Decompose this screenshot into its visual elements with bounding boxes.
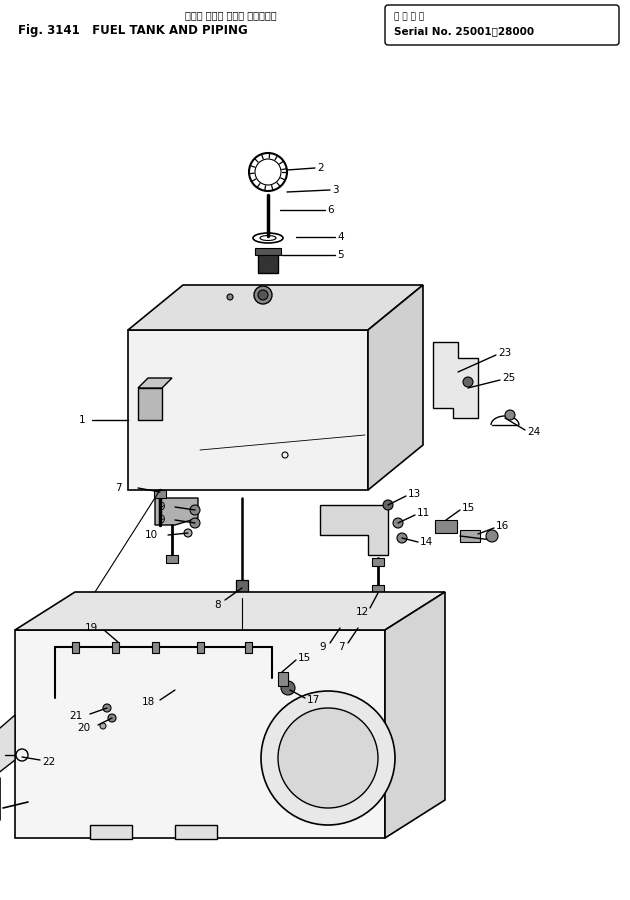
Text: 7: 7 <box>338 642 345 652</box>
Circle shape <box>278 708 378 808</box>
Text: 13: 13 <box>408 489 421 499</box>
Bar <box>90 825 132 839</box>
Circle shape <box>108 714 116 722</box>
Polygon shape <box>15 592 445 630</box>
Text: Fig. 3141   FUEL TANK AND PIPING: Fig. 3141 FUEL TANK AND PIPING <box>18 24 248 37</box>
Text: 24: 24 <box>527 427 541 437</box>
Text: 21: 21 <box>69 711 82 721</box>
Text: 16: 16 <box>496 521 509 531</box>
Circle shape <box>190 505 200 515</box>
Text: 18: 18 <box>142 697 155 707</box>
Text: 23: 23 <box>498 348 512 358</box>
Bar <box>175 825 217 839</box>
Text: Serial No. 25001～28000: Serial No. 25001～28000 <box>394 26 534 36</box>
Polygon shape <box>128 330 368 490</box>
Bar <box>166 555 178 563</box>
Text: 1: 1 <box>78 415 85 425</box>
Text: 14: 14 <box>420 537 433 547</box>
Circle shape <box>190 518 200 528</box>
Bar <box>334 595 346 603</box>
Text: 適 用 号 機: 適 用 号 機 <box>394 12 424 21</box>
Bar <box>154 490 166 498</box>
Text: 17: 17 <box>307 695 320 705</box>
Circle shape <box>397 533 407 543</box>
Circle shape <box>383 500 393 510</box>
Bar <box>278 672 288 686</box>
Text: 3: 3 <box>332 185 339 195</box>
Bar <box>112 642 119 653</box>
Circle shape <box>281 681 295 695</box>
Circle shape <box>184 529 192 537</box>
Polygon shape <box>138 378 172 388</box>
Polygon shape <box>368 285 423 490</box>
Circle shape <box>393 518 403 528</box>
Text: 19: 19 <box>85 623 98 633</box>
Circle shape <box>261 691 395 825</box>
Polygon shape <box>128 285 423 330</box>
Bar <box>152 642 159 653</box>
Circle shape <box>486 530 498 542</box>
Bar <box>245 642 252 653</box>
Polygon shape <box>15 630 385 838</box>
Text: 10: 10 <box>145 530 158 540</box>
Bar <box>460 530 480 542</box>
Text: 20: 20 <box>77 723 90 733</box>
Bar <box>334 620 346 628</box>
Bar <box>197 642 204 653</box>
Polygon shape <box>155 498 198 525</box>
Circle shape <box>227 294 233 300</box>
Bar <box>72 642 79 653</box>
Text: 8: 8 <box>215 600 221 610</box>
Text: 2: 2 <box>317 163 324 173</box>
Circle shape <box>258 290 268 300</box>
Text: 15: 15 <box>298 653 311 663</box>
Bar <box>352 595 364 603</box>
Text: 9: 9 <box>158 502 165 512</box>
Text: 11: 11 <box>417 508 430 518</box>
Bar <box>352 620 364 628</box>
Polygon shape <box>433 342 478 418</box>
Circle shape <box>100 723 106 729</box>
Text: 5: 5 <box>337 250 343 260</box>
Text: フェル タンク および パイピング: フェル タンク および パイピング <box>185 10 277 20</box>
Text: 7: 7 <box>115 483 122 493</box>
Text: 22: 22 <box>42 757 55 767</box>
Text: 25: 25 <box>502 373 515 383</box>
Text: 4: 4 <box>337 232 343 242</box>
Bar <box>435 520 457 533</box>
Circle shape <box>103 704 111 712</box>
Circle shape <box>254 286 272 304</box>
Polygon shape <box>385 592 445 838</box>
Bar <box>372 558 384 566</box>
Polygon shape <box>138 388 162 420</box>
Bar <box>372 585 384 593</box>
Circle shape <box>505 410 515 420</box>
Polygon shape <box>320 505 388 555</box>
Text: 15: 15 <box>462 503 475 513</box>
Polygon shape <box>0 715 15 778</box>
Bar <box>236 580 248 598</box>
Text: 6: 6 <box>327 205 334 215</box>
Bar <box>255 248 281 255</box>
Text: 12: 12 <box>355 607 369 617</box>
Bar <box>258 253 278 273</box>
Circle shape <box>463 377 473 387</box>
Text: 9: 9 <box>158 515 165 525</box>
Text: 9: 9 <box>319 642 326 652</box>
